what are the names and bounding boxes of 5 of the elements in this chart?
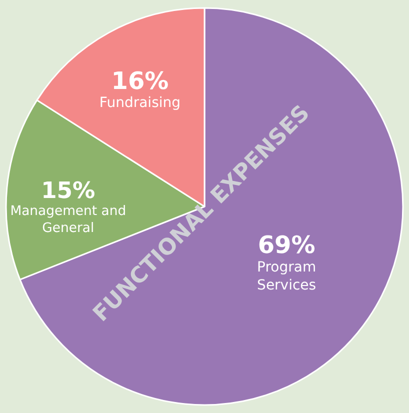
slice-label: Program Services: [257, 259, 316, 294]
data-label: 16%: [111, 67, 169, 96]
data-label: 69%: [258, 231, 316, 260]
data-label: 15%: [41, 178, 96, 204]
slice-label: Fundraising: [99, 95, 181, 112]
